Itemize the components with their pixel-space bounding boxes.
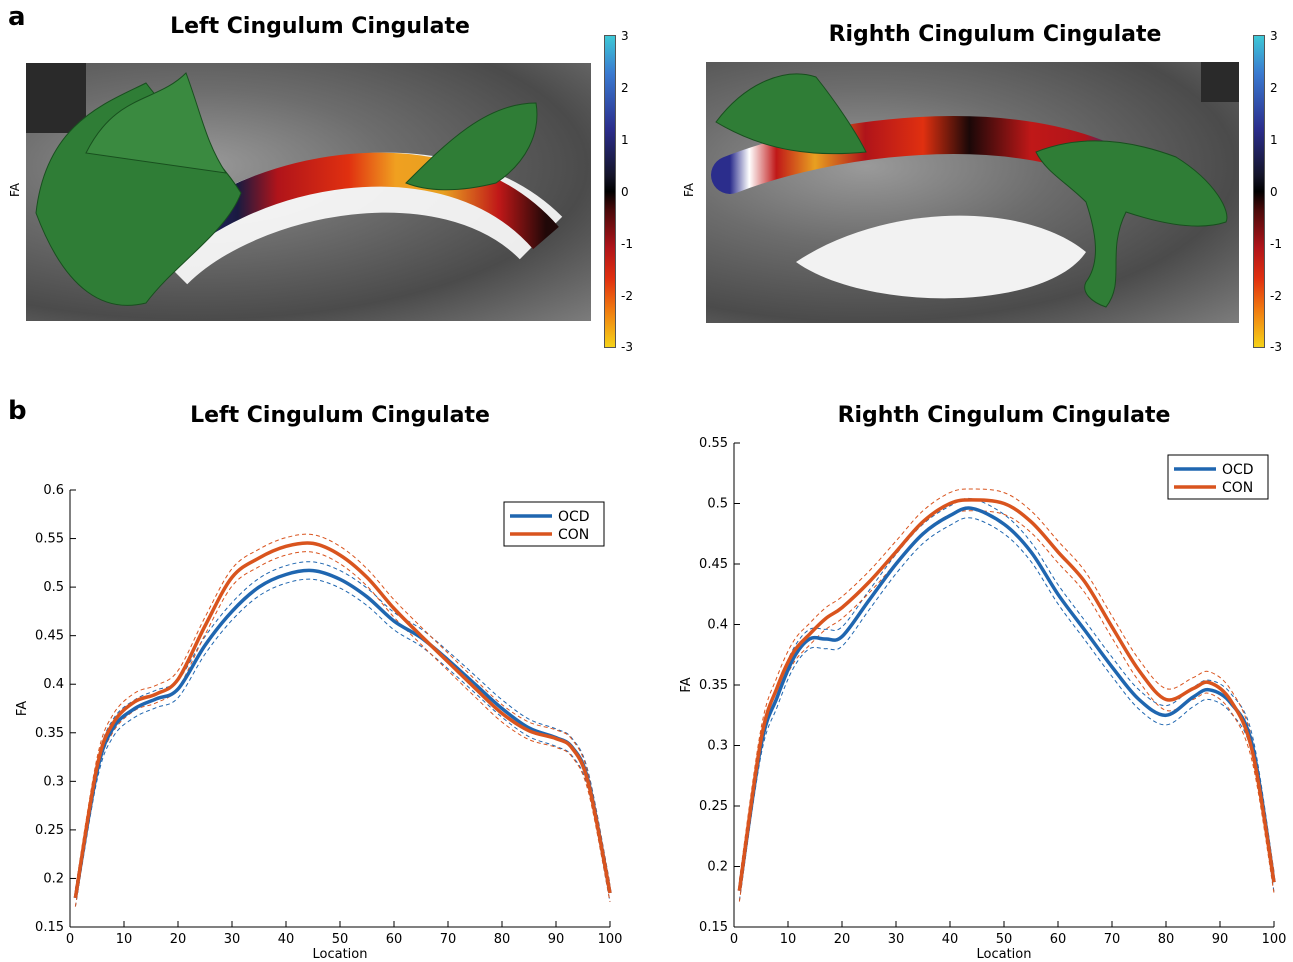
x-tick-label: 90 [548, 932, 565, 947]
panel-label-b: b [8, 396, 27, 426]
y-tick-label: 0.55 [35, 532, 64, 547]
x-tick-label: 100 [598, 932, 623, 947]
chart-title: Righth Cingulum Cingulate [838, 403, 1171, 428]
chart-title: Left Cingulum Cingulate [190, 403, 490, 428]
y-tick-label: 0.15 [699, 920, 728, 935]
y-tick-label: 0.25 [35, 823, 64, 838]
line-chart-right: Righth Cingulum Cingulate 0 10 20 30 40 50 60 70… [679, 403, 1287, 962]
x-tick-label: 0 [730, 932, 738, 947]
legend-label-ocd: OCD [1222, 462, 1254, 478]
x-tick-label: 10 [780, 932, 797, 947]
x-tick-label: 60 [386, 932, 403, 947]
x-tick-label: 100 [1262, 932, 1287, 947]
series-lower-bound [74, 578, 611, 907]
series-upper-bound [74, 533, 611, 890]
y-tick-label: 0.35 [35, 726, 64, 741]
colorbar-tick: -1 [1270, 237, 1282, 251]
x-axis-label: Location [977, 947, 1032, 962]
x-tick-label: 20 [834, 932, 851, 947]
x-tick-label: 90 [1212, 932, 1229, 947]
colorbar-tick: -3 [1270, 340, 1282, 354]
x-tick-label: 70 [1104, 932, 1121, 947]
tract-rendering-right [711, 62, 1239, 308]
colorbar-right [1253, 35, 1265, 348]
image-fa-label-right: FA [682, 182, 697, 198]
x-tick-label: 70 [440, 932, 457, 947]
colorbar-tick: 3 [621, 29, 629, 43]
y-tick-label: 0.3 [43, 774, 64, 789]
legend-box [503, 501, 605, 547]
y-tick-label: 0.35 [699, 678, 728, 693]
colorbar-tick: -2 [1270, 289, 1282, 303]
panel-label-a: a [8, 2, 26, 32]
y-tick-label: 0.25 [699, 799, 728, 814]
x-tick-label: 40 [278, 932, 295, 947]
y-tick-label: 0.45 [699, 557, 728, 572]
colorbar-tick: 1 [621, 133, 629, 147]
y-tick-label: 0.55 [699, 436, 728, 451]
line-chart-left: Left Cingulum Cingulate 0 10 20 30 40 50 60 70 80… [15, 403, 623, 962]
y-axis-label: FA [15, 701, 30, 716]
tract-rendering-left [26, 63, 563, 306]
x-tick-label: 60 [1050, 932, 1067, 947]
series-lower-bound [738, 510, 1275, 902]
y-tick-label: 0.3 [707, 739, 728, 754]
series-line-con [73, 541, 612, 899]
legend-label-ocd: OCD [558, 509, 590, 525]
image-title-right: Righth Cingulum Cingulate [828, 22, 1162, 47]
y-tick-label: 0.15 [35, 920, 64, 935]
colorbar-tick: 2 [1270, 81, 1278, 95]
x-tick-label: 10 [116, 932, 133, 947]
x-tick-label: 30 [888, 932, 905, 947]
y-tick-label: 0.2 [43, 871, 64, 886]
colorbar-tick: 2 [621, 81, 629, 95]
series-upper-bound [738, 488, 1275, 880]
legend-box [1167, 454, 1269, 500]
colorbar-tick: 0 [621, 185, 629, 199]
image-fa-label-left: FA [8, 182, 23, 198]
x-tick-label: 0 [66, 932, 74, 947]
colorbar-tick: -3 [621, 340, 633, 354]
legend-label-con: CON [558, 527, 589, 543]
brain-tract-image-left [26, 63, 591, 321]
x-axis-label: Location [313, 947, 368, 962]
x-tick-label: 20 [170, 932, 187, 947]
y-tick-label: 0.4 [707, 618, 728, 633]
x-tick-label: 80 [1158, 932, 1175, 947]
series-line-ocd [737, 506, 1276, 891]
colorbar-tick: -2 [621, 289, 633, 303]
colorbar-tick: 1 [1270, 133, 1278, 147]
x-tick-label: 30 [224, 932, 241, 947]
colorbar-tick: 0 [1270, 185, 1278, 199]
series-upper-bound [738, 497, 1275, 882]
x-tick-label: 50 [996, 932, 1013, 947]
image-title-left: Left Cingulum Cingulate [170, 14, 470, 39]
colorbar-tick: -1 [621, 237, 633, 251]
y-tick-label: 0.6 [43, 483, 64, 498]
x-tick-label: 40 [942, 932, 959, 947]
series-lower-bound [74, 551, 611, 907]
legend-label-con: CON [1222, 480, 1253, 496]
y-tick-label: 0.4 [43, 677, 64, 692]
series-upper-bound [74, 561, 611, 890]
x-tick-label: 50 [332, 932, 349, 947]
y-tick-label: 0.45 [35, 629, 64, 644]
series-line-con [737, 498, 1276, 891]
series-line-ocd [73, 568, 612, 899]
series-lower-bound [738, 517, 1275, 901]
x-tick-label: 80 [494, 932, 511, 947]
y-tick-label: 0.5 [707, 497, 728, 512]
y-tick-label: 0.5 [43, 580, 64, 595]
brain-tract-image-right [706, 62, 1239, 323]
y-tick-label: 0.2 [707, 860, 728, 875]
colorbar-left [604, 35, 616, 348]
colorbar-tick: 3 [1270, 29, 1278, 43]
y-axis-label: FA [679, 677, 694, 692]
